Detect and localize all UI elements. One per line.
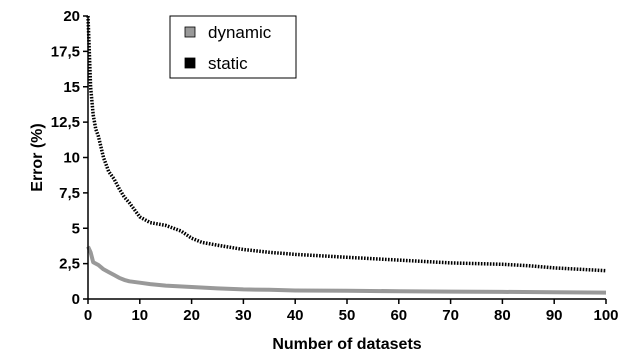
series-lines: [86, 15, 607, 295]
legend-entry-static: static: [184, 54, 248, 73]
y-tick-label: 2,5: [59, 256, 80, 273]
legend-label-static: static: [208, 54, 248, 73]
x-tick-label: 50: [339, 307, 356, 324]
series-line-static: [86, 15, 607, 273]
y-tick-label: 0: [72, 291, 80, 308]
legend-swatch-dynamic: [184, 26, 196, 38]
plot-area: 0 10 20 30 40 50 60 70 80 90 100 0 2,5 5 7,5 10 12,5 15 1…: [51, 8, 619, 324]
x-tick-label: 100: [593, 307, 618, 324]
legend-entry-dynamic: dynamic: [184, 23, 272, 42]
x-tick-label: 80: [494, 307, 511, 324]
y-axis-title: Error (%): [29, 123, 46, 191]
x-tick-label: 10: [131, 307, 148, 324]
y-tick-label: 12,5: [51, 114, 80, 131]
legend-swatch-static: [184, 57, 196, 69]
y-tick-label: 10: [63, 150, 80, 167]
y-tick-label: 7,5: [59, 185, 80, 202]
y-tick-label: 15: [63, 79, 80, 96]
y-tick-label: 17,5: [51, 43, 80, 60]
x-tick-label: 60: [390, 307, 407, 324]
series-line-dynamic: [86, 245, 607, 295]
x-tick-label: 30: [235, 307, 252, 324]
x-tick-label: 20: [183, 307, 200, 324]
legend: dynamic static: [169, 15, 297, 79]
y-tick-label: 5: [72, 220, 80, 237]
x-axis-title: Number of datasets: [272, 336, 421, 353]
y-tick-label: 20: [63, 8, 80, 25]
x-tick-label: 40: [287, 307, 304, 324]
x-tick-label: 0: [84, 307, 92, 324]
x-tick-label: 70: [442, 307, 459, 324]
x-axis-ticks: 0 10 20 30 40 50 60 70 80 90 100: [84, 299, 619, 324]
legend-label-dynamic: dynamic: [208, 23, 272, 42]
y-axis-ticks: 0 2,5 5 7,5 10 12,5 15 17,5 20: [51, 8, 88, 308]
x-tick-label: 90: [546, 307, 563, 324]
